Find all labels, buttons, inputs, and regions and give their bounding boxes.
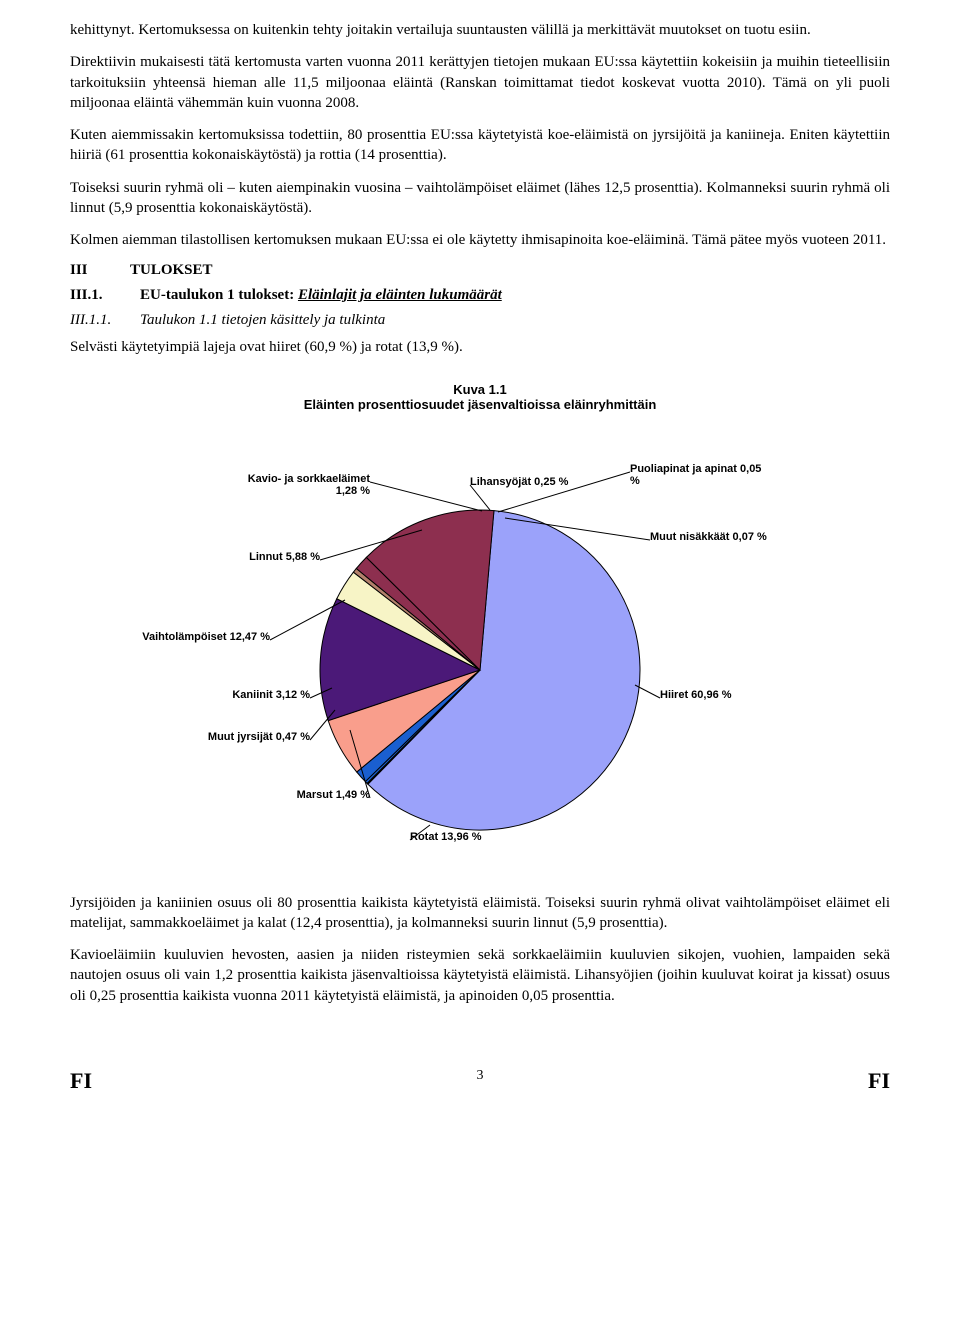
leader-kavio [370, 482, 482, 511]
footer-right: FI [868, 1068, 890, 1094]
heading-iii-1-prefix: EU-taulukon 1 tulokset: [140, 287, 298, 303]
pie-chart: Kavio- ja sorkkaeläimet1,28 % Lihansyöjät… [90, 440, 870, 863]
pie-label-linnut: Linnut 5,88 % [249, 551, 320, 563]
pie-label-vaihtolampoiset: Vaihtolämpöiset 12,47 % [142, 631, 270, 643]
chart-title: Kuva 1.1 Eläinten prosenttiosuudet jäsen… [70, 382, 890, 412]
pie-label-rotat: Rotat 13,96 % [410, 831, 482, 843]
heading-iii-1-num: III.1. [70, 287, 140, 304]
page-body: kehittynyt. Kertomuksessa on kuitenkin t… [0, 0, 960, 1038]
pie-label-kavio: Kavio- ja sorkkaeläimet1,28 % [248, 473, 371, 497]
heading-iii-num: III [70, 262, 130, 279]
para-3: Kuten aiemmissakin kertomuksissa todetti… [70, 125, 890, 166]
para-8: Kavioeläimiin kuuluvien hevosten, aasien… [70, 945, 890, 1006]
pie-label-muut-jyrsijat: Muut jyrsijät 0,47 % [208, 731, 310, 743]
pie-label-muut-nisakkaat: Muut nisäkkäät 0,07 % [650, 531, 767, 543]
chart-title-line1: Kuva 1.1 [453, 382, 506, 397]
para-5: Kolmen aiemman tilastollisen kertomuksen… [70, 230, 890, 250]
heading-iii-1-title: EU-taulukon 1 tulokset: Eläinlajit ja el… [140, 287, 890, 304]
pie-label-marsut: Marsut 1,49 % [297, 789, 371, 801]
para-1: kehittynyt. Kertomuksessa on kuitenkin t… [70, 20, 890, 40]
pie-label-kaniinit: Kaniinit 3,12 % [232, 689, 310, 701]
heading-iii-1-1-title: Taulukon 1.1 tietojen käsittely ja tulki… [140, 312, 890, 329]
heading-iii: III TULOKSET [70, 262, 890, 279]
para-4: Toiseksi suurin ryhmä oli – kuten aiempi… [70, 178, 890, 219]
heading-iii-title: TULOKSET [130, 262, 890, 279]
pie-label-hiiret: Hiiret 60,96 % [660, 689, 732, 701]
para-2: Direktiivin mukaisesti tätä kertomusta v… [70, 52, 890, 113]
pie-label-lihansyojat: Lihansyöjät 0,25 % [470, 476, 569, 488]
pie-label-puoliapinat: Puoliapinat ja apinat 0,05% [630, 463, 761, 487]
page-footer: FI 3 FI [0, 1038, 960, 1106]
pie-chart-svg: Kavio- ja sorkkaeläimet1,28 % Lihansyöjät… [90, 440, 870, 860]
footer-page-number: 3 [92, 1068, 868, 1094]
para-7: Jyrsijöiden ja kaniinien osuus oli 80 pr… [70, 893, 890, 934]
heading-iii-1-under: Eläinlajit ja eläinten lukumäärät [298, 287, 502, 303]
heading-iii-1-1: III.1.1. Taulukon 1.1 tietojen käsittely… [70, 312, 890, 329]
leader-lihansyojat [470, 485, 490, 510]
heading-iii-1-1-num: III.1.1. [70, 312, 140, 329]
footer-left: FI [70, 1068, 92, 1094]
chart-title-line2: Eläinten prosenttiosuudet jäsenvaltioiss… [304, 397, 657, 412]
heading-iii-1: III.1. EU-taulukon 1 tulokset: Eläinlaji… [70, 287, 890, 304]
para-6: Selvästi käytetyimpiä lajeja ovat hiiret… [70, 337, 890, 357]
